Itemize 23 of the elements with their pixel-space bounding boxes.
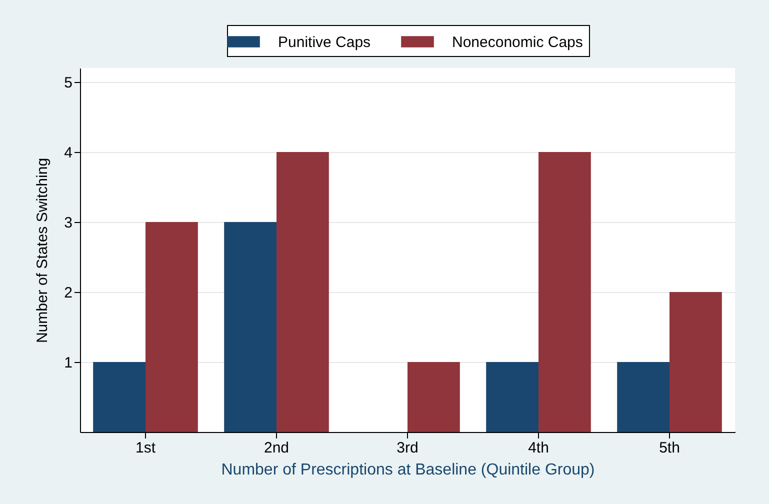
y-tick-label: 5 [64, 74, 72, 92]
x-tick-label: 1st [135, 440, 156, 456]
bar [670, 292, 722, 432]
x-tick-label: 2nd [264, 440, 290, 456]
x-axis-title: Number of Prescriptions at Baseline (Quintile Group) [221, 462, 595, 478]
y-tick-label: 3 [64, 214, 72, 232]
bar [486, 362, 538, 432]
y-axis-title: Number of States Switching [34, 158, 52, 344]
y-tick-label: 2 [64, 284, 72, 302]
x-tick-label: 5th [659, 440, 680, 456]
x-tick-label: 4th [528, 440, 549, 456]
bar [276, 152, 329, 432]
bar [617, 362, 670, 432]
bar [93, 362, 146, 432]
y-tick-label: 1 [64, 354, 72, 372]
bar [146, 222, 198, 432]
legend-label: Noneconomic Caps [452, 34, 583, 51]
bar [408, 362, 460, 432]
y-tick-label: 4 [64, 144, 72, 162]
bar [538, 152, 591, 432]
x-tick-label: 3rd [396, 440, 418, 456]
legend-label: Punitive Caps [278, 34, 371, 51]
bar [224, 222, 276, 432]
